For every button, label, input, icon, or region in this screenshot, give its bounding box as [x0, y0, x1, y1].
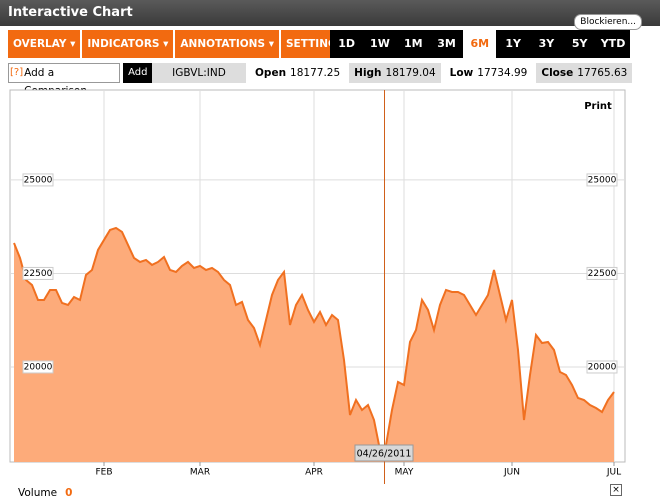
quote-value: 18179.04	[385, 67, 436, 79]
range-button[interactable]: 1W	[370, 37, 390, 50]
volume-value: 0	[65, 487, 73, 499]
y-tick-box	[586, 266, 618, 280]
block-button[interactable]: Blockieren...	[574, 14, 642, 30]
range-bar: 1D 1W 1M 3M 6M 1Y 3Y 5Y YTD	[330, 30, 630, 58]
crosshair-label: 04/26/2011	[357, 449, 412, 460]
menu-bar: OVERLAYINDICATORSANNOTATIONSSETTINGS	[8, 30, 360, 58]
range-button[interactable]: YTD	[600, 37, 626, 50]
footer: Volume 0	[18, 487, 72, 499]
quote-label: Close	[541, 67, 574, 79]
quote-label: Low	[449, 67, 474, 79]
y-tick-label: 20000	[24, 362, 53, 372]
y-tick-label: 25000	[588, 175, 617, 185]
menu-item[interactable]: OVERLAY	[8, 30, 81, 58]
menu-item[interactable]: ANNOTATIONS	[175, 30, 279, 58]
add-button[interactable]: Add	[123, 63, 153, 83]
menu-item[interactable]: INDICATORS	[82, 30, 174, 58]
y-tick-label: 20000	[588, 362, 617, 372]
range-button[interactable]: 1M	[403, 37, 423, 50]
range-button[interactable]: 5Y	[571, 37, 588, 50]
range-button[interactable]: 6M	[463, 30, 497, 58]
y-tick-label: 22500	[588, 269, 617, 279]
chart: Print 20000 20000 22500 22500 25000 25000 FEB M…	[9, 89, 626, 484]
y-tick-box	[22, 173, 54, 187]
range-button[interactable]: 1Y	[505, 37, 521, 50]
help-link[interactable]: [?]	[8, 63, 25, 83]
range-button[interactable]: 3Y	[538, 37, 555, 50]
close-button[interactable]: ×	[610, 484, 622, 496]
area-fill	[14, 227, 614, 462]
y-tick-box	[586, 360, 618, 374]
print-link[interactable]: Print	[584, 101, 612, 112]
y-tick-box	[22, 266, 54, 280]
comparison-input[interactable]: Add a Comparison	[24, 63, 121, 97]
volume-label: Volume	[18, 487, 58, 499]
quote-label: Open	[255, 67, 287, 79]
header-title: Interactive Chart	[8, 5, 133, 20]
y-tick-label: 25000	[24, 175, 53, 185]
x-tick-label: JUL	[606, 468, 621, 478]
line	[13, 226, 615, 452]
y-tick-label: 22500	[24, 269, 53, 279]
quote-field: Close 17765.63	[536, 63, 633, 83]
range-button[interactable]: 1D	[338, 37, 356, 50]
x-tick-label: APR	[305, 468, 323, 478]
series	[13, 226, 615, 462]
quote-bar: IGBVL:IND Open 18177.25 High 18179.04 Low 177…	[152, 63, 633, 83]
y-tick-box	[22, 360, 54, 374]
header-bar: Interactive Chart	[0, 0, 660, 26]
range-button[interactable]: 3M	[437, 37, 456, 50]
quote-label: High	[354, 67, 382, 79]
x-tick-label: JUN	[503, 468, 520, 478]
quote-value: 17765.63	[577, 67, 628, 79]
quote-value: 18177.25	[290, 67, 341, 79]
x-tick-label: FEB	[95, 468, 112, 478]
symbol: IGBVL:IND	[152, 63, 246, 83]
quote-field: Low 17734.99	[445, 63, 533, 83]
quote-field: Open 18177.25	[250, 63, 345, 83]
quote-field: High 18179.04	[349, 63, 441, 83]
x-tick-label: MAR	[190, 468, 210, 478]
quote-value: 17734.99	[477, 67, 528, 79]
comparison: [?] Add a Comparison Add	[8, 63, 153, 97]
x-tick-label: MAY	[395, 468, 414, 478]
crosshair-box	[354, 444, 414, 462]
y-tick-box	[586, 173, 618, 187]
